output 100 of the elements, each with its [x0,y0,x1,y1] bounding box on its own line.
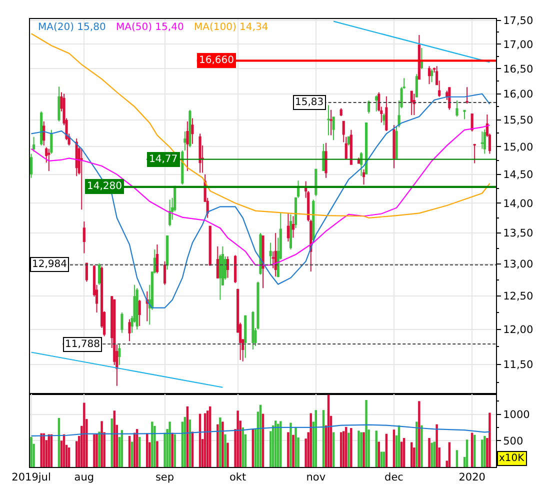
candlestick [324,142,328,178]
y-tick-label: 15,50 [503,114,534,126]
candlestick [332,116,335,141]
candlestick [292,216,295,238]
bar [481,440,484,467]
candlestick [483,128,486,154]
candlestick [136,288,138,330]
candlestick [428,66,431,85]
candlestick [340,108,342,117]
bar [430,442,433,467]
bar [154,426,156,467]
bar [164,432,166,467]
candlestick [40,110,43,146]
candlestick [166,234,169,270]
candlestick [186,120,189,172]
candlestick [82,221,86,254]
candlestick [156,244,158,274]
candlestick [168,199,172,227]
y-axis-title: x10K [499,453,525,464]
ref-line-label: 14,280 [87,181,122,192]
y-tick-label: 14,00 [503,198,534,210]
bar [30,436,32,467]
candlestick [128,318,131,342]
x-tick-label: okt [229,472,246,484]
bar [362,432,365,467]
y-tick-label: 17,50 [503,15,534,28]
candlestick [350,129,352,166]
bar [375,430,378,467]
candlestick [430,68,434,83]
candlestick [234,254,237,284]
candlestick [420,48,423,70]
candlestick [330,109,332,136]
y-tick-label: 13,00 [503,258,534,271]
candlestick [456,100,458,118]
candlestick [473,143,476,164]
y-tick-label: 15,00 [503,141,534,154]
candlestick [32,136,36,152]
candlestick [191,118,194,144]
bar [448,442,451,467]
candlestick [208,225,212,266]
bar [290,422,292,467]
bar [345,426,348,467]
bar [382,452,386,467]
candlestick [322,143,325,172]
candlestick [289,214,292,250]
bar [222,422,224,467]
candlestick [448,86,451,110]
bar [332,432,335,467]
candlestick [470,112,474,132]
candlestick [463,109,466,120]
candlestick [198,133,202,174]
text: MA(100) 14,34 [194,22,268,33]
candlestick [415,74,418,98]
candlestick [412,93,416,116]
candlestick [368,100,370,114]
ref-line-label: 11,788 [65,339,100,350]
candlestick [385,96,388,132]
ref-line-label: 14,77 [149,154,178,165]
candlestick [274,232,277,278]
y-tick-label: 12,00 [503,324,534,336]
y-tick-label: 500 [503,435,524,448]
bar [360,432,362,467]
candlestick [382,112,386,126]
y-tick-label: 13,50 [503,228,534,240]
bar [93,434,96,467]
candlestick [262,234,264,289]
bar [473,434,476,467]
bar [342,431,345,467]
bar [456,450,458,467]
bar [156,441,158,467]
x-tick-label: 2019jul [12,472,51,484]
candlestick [360,152,363,177]
candlestick [184,131,186,151]
bar [410,442,413,467]
bar [433,442,436,467]
bar [224,434,226,467]
candlestick [395,126,398,160]
bar [171,432,174,467]
y-tick-label: 11,50 [503,358,534,371]
candlestick [410,90,413,116]
bar [378,442,380,467]
bar [436,424,438,467]
ref-line-label: 12,984 [32,259,67,270]
bar [100,421,103,467]
line-series [30,93,490,308]
bar [470,432,474,467]
bar [287,432,290,467]
candlestick [118,344,121,366]
candlestick [75,138,78,177]
y-tick-label: 12,50 [503,290,534,303]
candlestick [80,148,83,210]
x-tick-label: 2020 [458,472,486,484]
y-tick-label: 17,00 [503,38,534,51]
candlestick [466,86,468,104]
bar [216,424,219,467]
x-tick-label: dec [384,472,404,484]
bar [484,436,486,467]
bar [138,436,141,467]
candlestick [48,148,50,172]
bar [151,422,154,467]
